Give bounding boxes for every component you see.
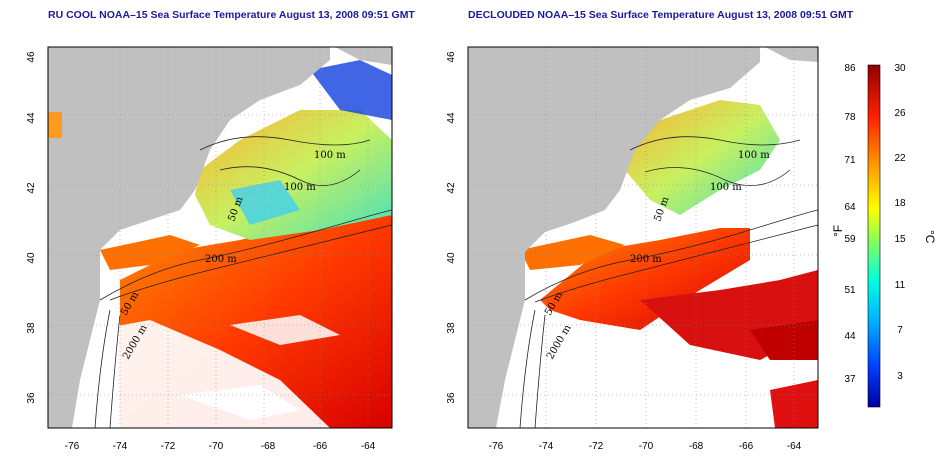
colorbar-f-tick: 64 bbox=[844, 202, 856, 213]
lon-tick-label: -68 bbox=[261, 441, 276, 452]
left-contour bbox=[99, 209, 393, 301]
lon-tick-label: -64 bbox=[787, 441, 802, 452]
lon-tick-label: -72 bbox=[161, 441, 176, 452]
colorbar-f-tick: 51 bbox=[844, 285, 856, 296]
lat-tick-label: 44 bbox=[446, 112, 457, 124]
right-contour-label: 100 m bbox=[738, 150, 770, 161]
colorbar-c-tick: 26 bbox=[894, 108, 906, 119]
lat-tick-label: 44 bbox=[26, 112, 37, 124]
colorbar-f-tick: 86 bbox=[844, 63, 856, 74]
colorbar-f-tick: 78 bbox=[844, 112, 856, 123]
colorbar-f-tick: 44 bbox=[844, 331, 856, 342]
colorbar-c-tick: 15 bbox=[894, 234, 906, 245]
colorbar-c-tick: 30 bbox=[894, 63, 906, 74]
lat-tick-label: 38 bbox=[446, 322, 457, 334]
lat-tick-label: 46 bbox=[446, 51, 457, 63]
lat-tick-label: 46 bbox=[26, 51, 37, 63]
colorbar-c-label: °C bbox=[923, 230, 937, 244]
lon-tick-label: -76 bbox=[489, 441, 504, 452]
right-lat-ticks: 46 44 42 40 38 36 bbox=[446, 51, 457, 404]
lat-tick-label: 42 bbox=[26, 182, 37, 194]
right-contour bbox=[524, 209, 819, 301]
lon-tick-label: -72 bbox=[589, 441, 604, 452]
lat-tick-label: 36 bbox=[446, 392, 457, 404]
right-shelf-water bbox=[625, 100, 780, 215]
left-land bbox=[48, 47, 330, 428]
lat-tick-label: 40 bbox=[26, 252, 37, 264]
colorbar-c-tick: 18 bbox=[894, 198, 906, 209]
right-land bbox=[468, 47, 760, 428]
left-map-title: RU COOL NOAA–15 Sea Surface Temperature … bbox=[48, 9, 415, 21]
colorbar-f-tick: 59 bbox=[844, 234, 856, 245]
right-warm-ocean bbox=[540, 228, 750, 330]
lon-tick-label: -66 bbox=[739, 441, 754, 452]
left-contour-label: 200 m bbox=[205, 254, 237, 265]
lat-tick-label: 36 bbox=[26, 392, 37, 404]
lon-tick-label: -74 bbox=[113, 441, 128, 452]
right-sst-map: 100 m 100 m 50 m 200 m 50 m 2000 m 46 44… bbox=[446, 46, 819, 452]
colorbar-f-label: °F bbox=[831, 225, 845, 237]
lon-tick-label: -70 bbox=[639, 441, 654, 452]
right-lon-ticks: -76 -74 -72 -70 -68 -66 -64 bbox=[489, 441, 802, 452]
lat-tick-label: 38 bbox=[26, 322, 37, 334]
colorbar-c-tick: 22 bbox=[894, 153, 906, 164]
colorbar: 86 78 71 64 59 51 44 37 °F 30 26 22 18 1… bbox=[831, 63, 937, 408]
left-contour-label: 100 m bbox=[284, 182, 316, 193]
colorbar-f-tick: 37 bbox=[844, 374, 856, 385]
lat-tick-label: 42 bbox=[446, 182, 457, 194]
colorbar-c-tick: 7 bbox=[897, 325, 903, 336]
colorbar-f-tick: 71 bbox=[844, 155, 856, 166]
lon-tick-label: -64 bbox=[361, 441, 376, 452]
left-sst-map: 100 m 100 m 50 m 200 m 50 m 2000 m 46 44… bbox=[26, 46, 393, 452]
right-contour-label: 100 m bbox=[710, 182, 742, 193]
lat-tick-label: 40 bbox=[446, 252, 457, 264]
right-map-title: DECLOUDED NOAA–15 Sea Surface Temperatur… bbox=[468, 9, 854, 21]
left-lat-ticks: 46 44 42 40 38 36 bbox=[26, 51, 37, 404]
colorbar-c-tick: 3 bbox=[897, 371, 903, 382]
lon-tick-label: -66 bbox=[313, 441, 328, 452]
lon-tick-label: -76 bbox=[65, 441, 80, 452]
right-contour-label: 200 m bbox=[630, 254, 662, 265]
lon-tick-label: -68 bbox=[689, 441, 704, 452]
lon-tick-label: -74 bbox=[539, 441, 554, 452]
colorbar-gradient bbox=[867, 64, 881, 408]
colorbar-c-tick: 11 bbox=[895, 280, 906, 291]
left-lon-ticks: -76 -74 -72 -70 -68 -66 -64 bbox=[65, 441, 376, 452]
right-map-area: 100 m 100 m 50 m 200 m 50 m 2000 m bbox=[467, 46, 819, 429]
left-map-area: 100 m 100 m 50 m 200 m 50 m 2000 m bbox=[47, 46, 393, 429]
left-contour-label: 100 m bbox=[314, 150, 346, 161]
lon-tick-label: -70 bbox=[209, 441, 224, 452]
